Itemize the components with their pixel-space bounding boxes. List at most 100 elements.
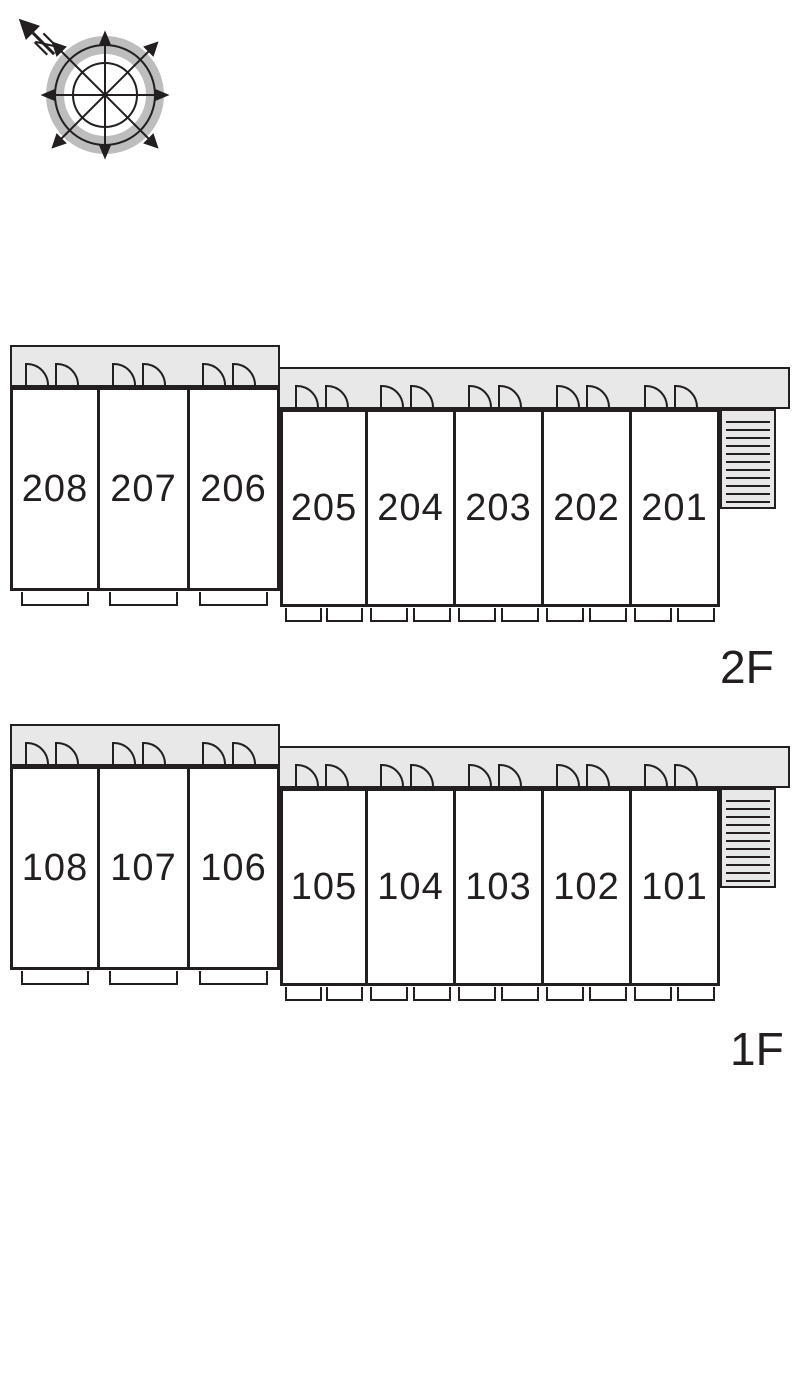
unit-label: 107 [110,847,176,890]
door-icon [380,387,402,409]
unit-label: 204 [377,487,443,530]
balcony [413,608,451,622]
compass-icon: N [5,5,170,170]
balcony [199,592,269,606]
door-icon [112,365,134,387]
balcony [109,592,179,606]
balcony [458,987,496,1001]
balcony [546,987,584,1001]
door-icon [586,766,608,788]
unit-206: 206 [190,387,280,591]
unit-108: 108 [10,766,100,970]
stairs-icon [720,409,776,509]
balcony [589,608,627,622]
door-icon [112,744,134,766]
units-row-right: 105 104 103 102 101 [280,788,720,986]
balcony [370,608,408,622]
door-icon [498,766,520,788]
balcony [326,987,363,1001]
unit-label: 101 [641,866,707,909]
unit-103: 103 [456,788,544,986]
unit-label: 201 [641,487,707,530]
unit-label: 208 [22,468,88,511]
door-icon [674,766,696,788]
door-icon [202,744,224,766]
unit-label: 106 [200,847,266,890]
unit-105: 105 [280,788,368,986]
door-icon [295,766,317,788]
balcony [677,608,715,622]
door-icon [468,387,490,409]
door-icon [586,387,608,409]
door-icon [674,387,696,409]
unit-102: 102 [544,788,632,986]
unit-202: 202 [544,409,632,607]
floor-label: 1F [730,1022,784,1076]
door-icon [644,766,666,788]
door-icon [25,365,47,387]
units-row-right: 205 204 203 202 201 [280,409,720,607]
door-icon [25,744,47,766]
door-icon [410,766,432,788]
balcony [634,608,672,622]
balcony [109,971,179,985]
balcony [501,608,539,622]
unit-207: 207 [100,387,190,591]
unit-label: 202 [553,487,619,530]
balcony [199,971,269,985]
unit-205: 205 [280,409,368,607]
door-icon [142,365,164,387]
balcony [634,987,672,1001]
balcony [21,971,88,985]
unit-label: 207 [110,468,176,511]
unit-label: 108 [22,847,88,890]
unit-label: 205 [291,487,357,530]
door-icon [232,744,254,766]
balcony [326,608,363,622]
balcony [21,592,88,606]
unit-208: 208 [10,387,100,591]
door-icon [468,766,490,788]
balcony [501,987,539,1001]
balcony [370,987,408,1001]
door-icon [55,744,77,766]
door-icon [556,766,578,788]
balcony [285,987,322,1001]
stairs-icon [720,788,776,888]
unit-204: 204 [368,409,456,607]
unit-label: 104 [377,866,443,909]
door-icon [232,365,254,387]
door-icon [380,766,402,788]
door-icon [644,387,666,409]
unit-201: 201 [632,409,720,607]
unit-101: 101 [632,788,720,986]
corridor-right [280,367,790,409]
unit-label: 203 [465,487,531,530]
unit-label: 105 [291,866,357,909]
corridor-right [280,746,790,788]
unit-203: 203 [456,409,544,607]
door-icon [325,387,347,409]
door-icon [556,387,578,409]
door-icon [295,387,317,409]
units-row-left: 108 107 106 [10,766,280,970]
unit-106: 106 [190,766,280,970]
door-icon [325,766,347,788]
door-icon [498,387,520,409]
units-row-left: 208 207 206 [10,387,280,591]
unit-label: 206 [200,468,266,511]
unit-label: 103 [465,866,531,909]
unit-107: 107 [100,766,190,970]
unit-label: 102 [553,866,619,909]
door-icon [202,365,224,387]
balcony [546,608,584,622]
door-icon [410,387,432,409]
balcony [589,987,627,1001]
balcony [677,987,715,1001]
floor-label: 2F [720,640,774,694]
balcony [458,608,496,622]
door-icon [55,365,77,387]
balcony [413,987,451,1001]
balcony [285,608,322,622]
unit-104: 104 [368,788,456,986]
